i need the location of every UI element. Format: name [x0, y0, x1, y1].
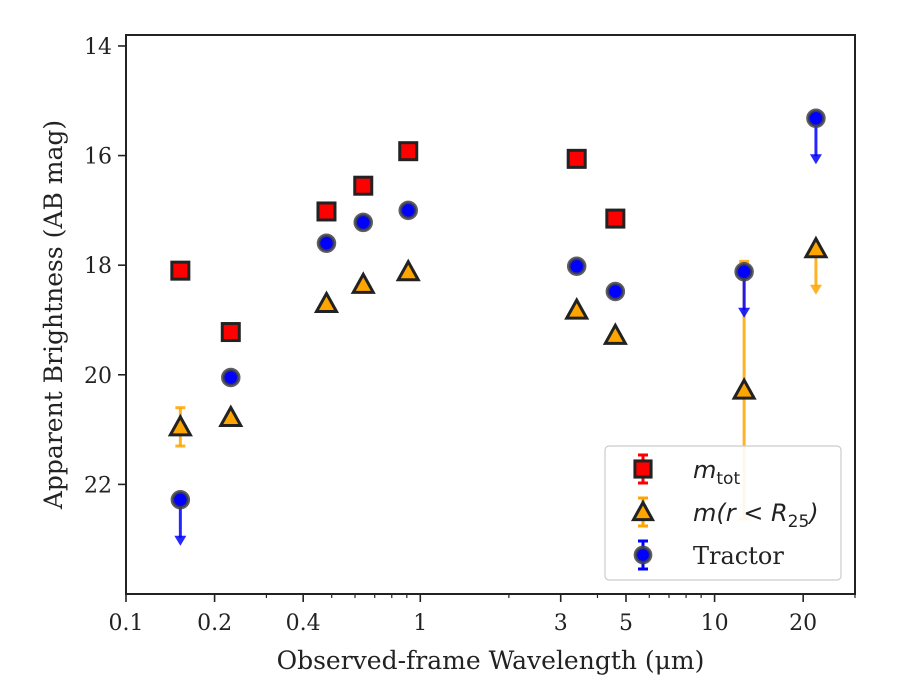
data-point-circle	[605, 281, 626, 302]
series-square	[170, 141, 626, 343]
data-point-triangle	[395, 258, 421, 282]
x-tick-label: 10	[701, 611, 729, 636]
upper-limit-arrowhead	[738, 307, 751, 318]
data-point-square	[353, 175, 374, 196]
legend-marker-triangle	[630, 499, 656, 522]
data-point-triangle	[731, 377, 757, 400]
legend-marker-circle	[633, 545, 653, 565]
legend-label: mtot	[693, 456, 740, 489]
data-point-square	[170, 260, 191, 281]
x-axis-label: Observed-frame Wavelength (μm)	[277, 646, 705, 675]
data-point-circle	[398, 200, 418, 221]
data-point-triangle	[602, 322, 628, 345]
y-tick-label: 18	[84, 254, 112, 279]
data-point-circle	[566, 256, 587, 277]
x-tick-label: 1	[413, 611, 427, 636]
upper-limit-arrowhead	[174, 535, 187, 546]
y-tick-label: 22	[84, 473, 112, 498]
legend-label: Tractor	[693, 542, 784, 570]
data-point-triangle	[350, 271, 376, 294]
y-tick-label: 14	[84, 35, 112, 60]
x-tick-label: 0.4	[286, 611, 321, 636]
data-point-triangle	[167, 413, 193, 437]
data-point-square	[398, 141, 419, 162]
data-point-circle	[221, 367, 241, 388]
series-circle	[170, 108, 826, 546]
upper-limit-arrowhead	[809, 154, 822, 165]
x-tick-label: 5	[619, 611, 633, 636]
x-tick-label: 20	[789, 611, 817, 636]
plot-frame	[125, 34, 856, 595]
data-point-square	[605, 208, 626, 229]
upper-limit-arrowhead	[809, 284, 822, 295]
data-point-square	[220, 322, 241, 343]
y-axis-label: Apparent Brightness (AB mag)	[39, 120, 68, 510]
x-tick-label: 3	[554, 611, 568, 636]
axes-layer: 0.1 0.2 0.4 1 3 5 10 20 14 16 18 20 22	[84, 35, 856, 636]
legend-box	[604, 445, 842, 581]
legend-marker-square	[633, 459, 653, 479]
y-tick-label: 16	[84, 145, 112, 170]
data-point-circle	[734, 262, 754, 282]
data-point-circle	[353, 212, 374, 233]
data-point-square	[316, 201, 337, 222]
data-point-triangle	[218, 404, 244, 428]
data-point-square	[566, 148, 587, 169]
y-tick-label: 20	[84, 364, 112, 389]
data-point-circle	[806, 108, 826, 129]
data-point-triangle	[803, 235, 829, 259]
legend-label: m(r < R25)	[693, 499, 819, 532]
legend: mtot m(r < R25) Tractor	[604, 445, 842, 581]
data-point-circle	[170, 489, 191, 510]
x-tick-label: 0.2	[197, 611, 232, 636]
data-point-circle	[316, 233, 337, 254]
x-tick-label: 0.1	[109, 611, 144, 636]
data-point-triangle	[313, 290, 340, 314]
data-point-triangle	[564, 297, 590, 320]
